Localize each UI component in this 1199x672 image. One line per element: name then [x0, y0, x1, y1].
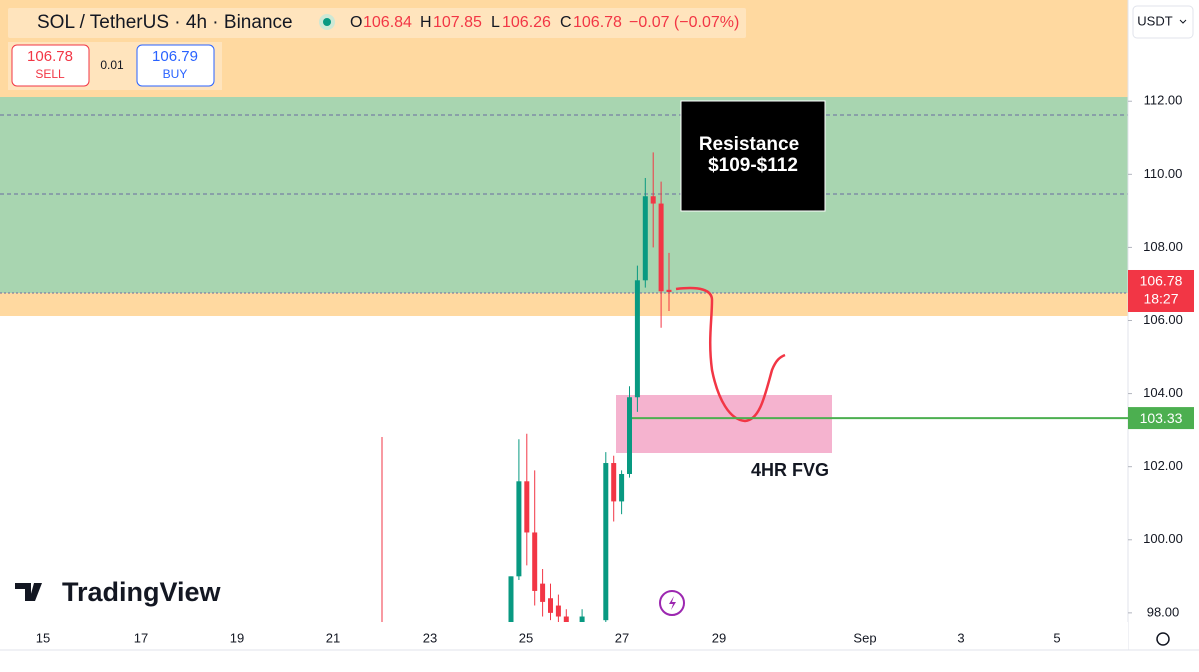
- buy-button[interactable]: [136, 44, 215, 87]
- symbol[interactable]: SOL / TetherUS · 4h · Binance: [37, 12, 293, 33]
- candle-body: [658, 203, 664, 292]
- ohlc-label: C: [560, 14, 572, 31]
- x-tick-label: 5: [1053, 630, 1060, 645]
- ohlc-value: 106.26: [502, 14, 551, 31]
- x-ticks: 15 17 19 21 23 25 27 29 Sep 3 5: [36, 630, 1061, 645]
- level-label: 103.33: [1140, 410, 1183, 426]
- y-tick-label: 110.00: [1144, 166, 1183, 181]
- buy-label: BUY: [163, 67, 188, 81]
- settings[interactable]: [1156, 632, 1170, 646]
- status: [323, 18, 331, 26]
- x-tick-label: 21: [326, 630, 340, 645]
- event-icon: [669, 596, 676, 610]
- logo-mark: [15, 583, 42, 601]
- candle-body: [555, 605, 561, 617]
- y-tick-label: 102.00: [1143, 458, 1183, 473]
- candle-body: [611, 463, 617, 502]
- candle-body: [642, 196, 648, 281]
- x-tick-label: 19: [230, 630, 244, 645]
- candle-body: [650, 196, 656, 204]
- ohlc-value: 107.85: [433, 14, 482, 31]
- sell-price: 106.78: [27, 48, 73, 65]
- candle-body: [563, 616, 569, 622]
- y-tick-label: 104.00: [1143, 385, 1183, 400]
- y-ticks: 112.00 110.00 108.00 106.00 104.00 102.00 100.…: [1128, 93, 1183, 619]
- x-tick-label: 15: [36, 630, 50, 645]
- candle-body: [634, 280, 640, 398]
- x-tick-label: 17: [134, 630, 148, 645]
- candle-body: [627, 397, 632, 474]
- ohlc-label: L: [491, 14, 500, 31]
- x-tick-label: 27: [615, 630, 629, 645]
- sell-label: SELL: [35, 67, 65, 81]
- resistance-box: [680, 100, 826, 212]
- candle-body: [666, 289, 672, 292]
- level-box: [1128, 407, 1194, 430]
- candle-body: [603, 463, 609, 621]
- last-price-box: [1128, 269, 1194, 312]
- annotation: 4HR FVG: [751, 460, 829, 480]
- currency-button[interactable]: [1132, 5, 1194, 39]
- candles: [508, 152, 672, 622]
- chevron: [1179, 19, 1187, 24]
- annotation: Resistance: [699, 134, 799, 155]
- ohlc-value: 106.84: [363, 14, 412, 31]
- resistance-zone: [0, 97, 1128, 293]
- currency: USDT: [1137, 13, 1172, 28]
- candle-body: [508, 576, 514, 622]
- logo: TradingView: [62, 577, 222, 607]
- candle-body: [579, 616, 585, 622]
- buy-price: 106.79: [152, 48, 198, 65]
- ohlc-value: 106.78: [573, 14, 622, 31]
- annotation: $109-$112: [708, 155, 798, 176]
- support-band: [0, 293, 1128, 316]
- ohlc: O 106.84 H 107.85 L 106.26 C 106.78 −0.0…: [350, 14, 739, 31]
- candle-body: [516, 481, 522, 577]
- x-tick-label: 29: [712, 630, 726, 645]
- last-price: 106.78: [1140, 273, 1183, 289]
- candle-body: [548, 598, 553, 613]
- x-tick-label: 3: [957, 630, 964, 645]
- candle-body: [532, 532, 538, 591]
- projected-path: [675, 286, 786, 423]
- y-tick-label: 112.00: [1144, 93, 1183, 108]
- candle-body: [540, 583, 546, 602]
- sell-button[interactable]: [11, 44, 90, 87]
- spread: 0.01: [100, 58, 124, 72]
- countdown: 18:27: [1143, 291, 1178, 307]
- change: −0.07 (−0.07%): [629, 14, 739, 31]
- x-tick-label: 25: [519, 630, 533, 645]
- ohlc-label: H: [420, 14, 432, 31]
- y-tick-label: 108.00: [1143, 239, 1183, 254]
- y-tick-label: 98.00: [1147, 604, 1180, 619]
- x-tick-label: Sep: [853, 630, 876, 645]
- candle-body: [619, 473, 625, 502]
- ohlc-label: O: [350, 14, 362, 31]
- y-tick-label: 106.00: [1143, 312, 1183, 327]
- price-marks: 103.33 106.78 18:27: [632, 269, 1194, 430]
- candle-body: [524, 481, 530, 533]
- time-axis: [0, 622, 1128, 672]
- x-tick-label: 23: [423, 630, 437, 645]
- price-axis: [1128, 0, 1199, 672]
- event-icon[interactable]: [659, 590, 685, 616]
- legend-bg: [8, 8, 746, 38]
- y-tick-label: 100.00: [1143, 531, 1183, 546]
